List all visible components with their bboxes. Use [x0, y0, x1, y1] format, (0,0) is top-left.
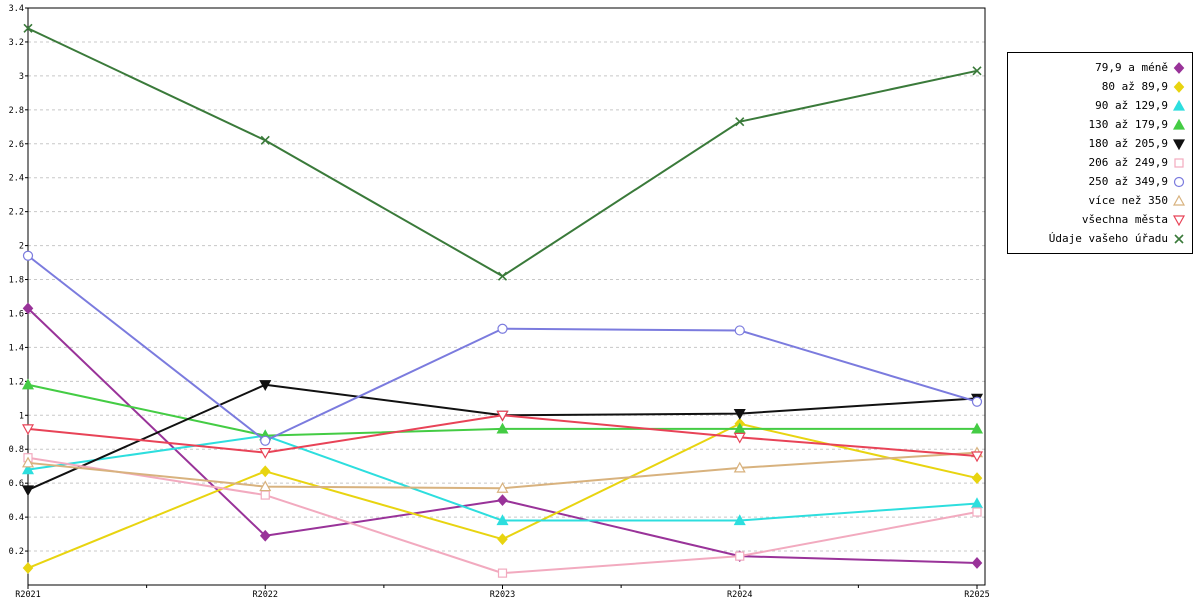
circle-marker-icon	[1173, 176, 1185, 187]
series-130 až 179,9	[21, 378, 984, 441]
legend-label: 250 až 349,9	[1088, 175, 1168, 188]
square-marker-icon	[1174, 157, 1184, 168]
chart-legend: 79,9 a méně 80 až 89,9 90 až 129,9 130 až 1…	[1007, 52, 1193, 254]
triangle-down-marker-icon	[1172, 214, 1186, 226]
series-79,9 a méně	[22, 302, 983, 569]
y-tick-label: 2.6	[9, 140, 24, 150]
x-tick-label: R2023	[490, 590, 516, 600]
y-tick-label: 3.4	[9, 4, 24, 14]
legend-label: více než 350	[1088, 194, 1168, 207]
triangle-down-marker-icon	[1172, 138, 1186, 150]
diamond-marker-icon	[1173, 61, 1185, 74]
series-180 až 205,9	[21, 380, 984, 497]
cross-marker-icon	[1174, 233, 1184, 244]
x-tick-label: R2022	[252, 590, 278, 600]
legend-item: 130 až 179,9	[1014, 115, 1186, 134]
y-tick-label: 1.8	[9, 276, 24, 286]
series-všechna města	[21, 410, 984, 463]
legend-label: 80 až 89,9	[1101, 80, 1168, 93]
legend-label: 206 až 249,9	[1088, 156, 1168, 169]
legend-label: 79,9 a méně	[1095, 61, 1168, 74]
legend-label: 180 až 205,9	[1088, 137, 1168, 150]
triangle-up-marker-icon	[1172, 99, 1186, 111]
legend-item: 90 až 129,9	[1014, 96, 1186, 115]
y-tick-label: 0.6	[9, 479, 24, 489]
y-tick-label: 3.2	[9, 38, 24, 48]
y-tick-label: 3	[19, 72, 24, 82]
legend-item: všechna města	[1014, 210, 1186, 229]
series-více než 350	[21, 446, 984, 493]
legend-item: více než 350	[1014, 191, 1186, 210]
y-tick-label: 0.4	[9, 513, 24, 523]
y-tick-label: 1.6	[9, 309, 24, 319]
y-tick-label: 0.8	[9, 445, 24, 455]
line-chart: 0.2 0.4 0.6 0.8 1 1.2 1.4 1.6 1.8 2 2.2 2.4 2.6 2.8 3 3…	[9, 4, 990, 600]
y-tick-label: 2	[19, 242, 24, 252]
legend-item: 180 až 205,9	[1014, 134, 1186, 153]
series-Údaje vašeho úřadu	[23, 23, 982, 281]
legend-label: všechna města	[1081, 213, 1168, 226]
legend-label: 130 až 179,9	[1088, 118, 1168, 131]
legend-item: 206 až 249,9	[1014, 153, 1186, 172]
y-tick-label: 2.2	[9, 208, 24, 218]
y-tick-label: 2.8	[9, 106, 24, 116]
y-axis: 0.2 0.4 0.6 0.8 1 1.2 1.4 1.6 1.8 2 2.2 2.4 2.6 2.8 3 3…	[9, 4, 28, 557]
y-tick-label: 1.2	[9, 377, 24, 387]
legend-item: Údaje vašeho úřadu	[1014, 229, 1186, 248]
x-tick-label: R2025	[964, 590, 990, 600]
legend-item: 250 až 349,9	[1014, 172, 1186, 191]
y-tick-label: 2.4	[9, 174, 24, 184]
x-tick-label: R2024	[727, 590, 753, 600]
y-tick-label: 1	[19, 411, 24, 421]
series-250 až 349,9	[22, 250, 983, 446]
legend-label: Údaje vašeho úřadu	[1048, 232, 1168, 245]
y-tick-label: 0.2	[9, 547, 24, 557]
diamond-marker-icon	[1173, 80, 1185, 93]
chart-canvas: 0.2 0.4 0.6 0.8 1 1.2 1.4 1.6 1.8 2 2.2 2.4 2.6 2.8 3 3…	[9, 4, 990, 600]
y-tick-label: 1.4	[9, 343, 24, 353]
legend-label: 90 až 129,9	[1095, 99, 1168, 112]
legend-item: 79,9 a méně	[1014, 58, 1186, 77]
x-tick-label: R2021	[15, 590, 41, 600]
triangle-up-marker-icon	[1172, 194, 1186, 206]
legend-item: 80 až 89,9	[1014, 77, 1186, 96]
triangle-up-marker-icon	[1172, 118, 1186, 130]
plot-border	[27, 7, 986, 586]
x-axis: R2021 R2022 R2023 R2024 R2025	[15, 585, 990, 600]
